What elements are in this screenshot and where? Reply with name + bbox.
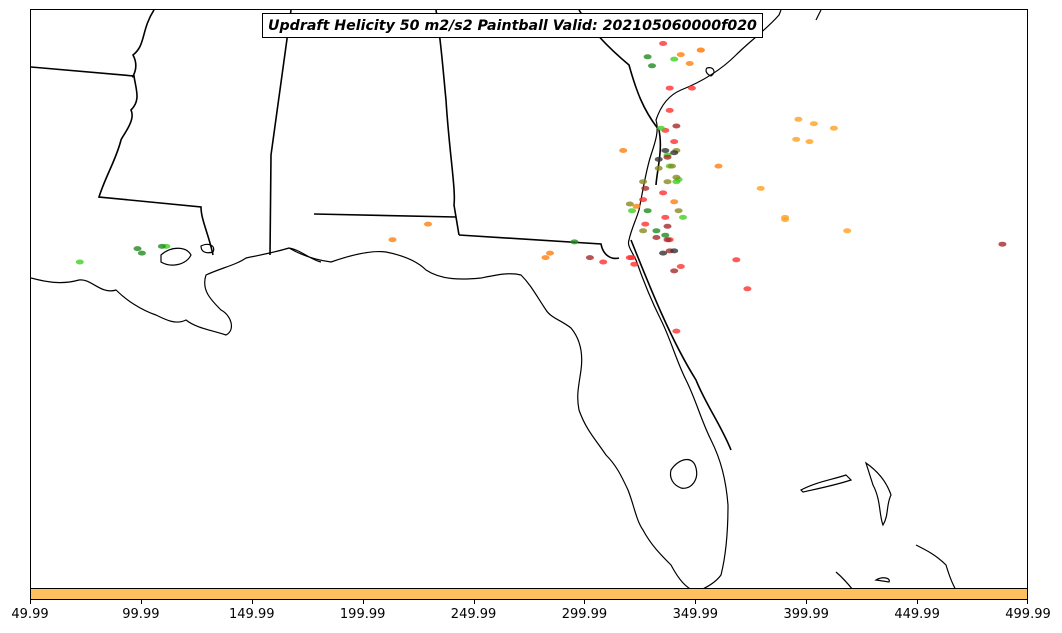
paintball-point: [663, 179, 672, 185]
paintball-point: [654, 156, 663, 162]
paintball-point: [679, 214, 687, 220]
paintball-point: [628, 255, 636, 261]
paintball-point: [157, 243, 166, 249]
paintball-point: [652, 235, 661, 240]
paintball-point: [585, 255, 594, 261]
coastline: [31, 10, 957, 593]
paintball-point: [687, 85, 696, 91]
paintball-point: [674, 208, 683, 214]
paintball-point: [661, 148, 670, 153]
paintball-point: [670, 248, 679, 254]
paintball-point: [843, 228, 852, 234]
paintball-point: [628, 208, 636, 214]
x-tick-label: 199.99: [339, 607, 386, 622]
paintball-point: [676, 264, 685, 269]
paintball-point: [661, 232, 670, 238]
paintball-point: [685, 61, 694, 66]
paintball-point: [670, 139, 679, 145]
paintball-point: [75, 259, 84, 265]
paintball-point: [652, 228, 661, 234]
paintball-point: [665, 85, 674, 91]
paintball-point: [599, 259, 608, 265]
x-tick-mark: [140, 600, 142, 604]
x-tick-mark: [584, 600, 586, 604]
paintball-point: [672, 179, 681, 185]
x-tick-mark: [30, 600, 31, 604]
chart-title: Updraft Helicity 50 m2/s2 Paintball Vali…: [262, 13, 763, 38]
x-tick-label: 399.99: [783, 607, 829, 622]
paintball-point: [809, 121, 818, 127]
x-tick-mark: [806, 600, 808, 604]
paintball-point: [732, 257, 741, 263]
paintball-point: [424, 221, 432, 227]
paintball-point: [632, 203, 641, 209]
paintball-point: [696, 47, 705, 53]
x-tick-mark: [473, 600, 475, 604]
paintball-point: [388, 237, 397, 243]
paintball-point: [656, 125, 665, 131]
state-borders: [31, 10, 732, 451]
paintball-point: [665, 107, 674, 113]
paintball-point: [672, 123, 681, 129]
paintball-point: [756, 185, 765, 191]
x-tick-label: 449.99: [894, 607, 940, 622]
paintball-point: [643, 54, 652, 60]
x-tick-label: 149.99: [229, 607, 275, 622]
paintball-point: [714, 163, 723, 169]
paintball-point: [619, 148, 628, 153]
x-tick-mark: [251, 600, 253, 604]
paintball-point: [546, 250, 554, 256]
paintball-point: [648, 63, 656, 69]
paintball-point: [541, 255, 550, 261]
paintball-point: [641, 221, 650, 227]
paintball-point: [670, 56, 679, 62]
paintball-layer: [75, 41, 1007, 334]
paintball-point: [133, 246, 142, 252]
x-tick-label: 99.99: [122, 607, 160, 622]
paintball-point: [792, 136, 801, 142]
map-canvas: [31, 10, 1007, 593]
paintball-point: [998, 241, 1007, 247]
paintball-point: [668, 163, 676, 169]
paintball-point: [663, 223, 672, 229]
paintball-point: [570, 239, 579, 245]
x-tick-mark: [362, 600, 364, 604]
paintball-point: [659, 41, 668, 46]
paintball-point: [672, 174, 681, 180]
x-tick-label: 349.99: [672, 607, 719, 622]
x-tick-mark: [917, 600, 919, 604]
paintball-point: [781, 217, 790, 223]
paintball-point: [641, 185, 650, 191]
x-tick-label: 49.99: [11, 607, 49, 622]
x-tick-label: 499.99: [1005, 607, 1051, 622]
paintball-point: [639, 197, 648, 203]
paintball-point: [137, 250, 146, 256]
paintball-point: [743, 286, 752, 292]
paintball-point: [625, 201, 634, 207]
paintball-point: [639, 179, 648, 185]
paintball-point: [639, 228, 648, 234]
paintball-point: [663, 154, 672, 160]
x-tick-mark: [1027, 600, 1028, 604]
paintball-point: [670, 268, 679, 274]
paintball-point: [654, 165, 663, 171]
paintball-point: [829, 125, 838, 131]
paintball-point: [794, 116, 803, 122]
paintball-point: [805, 139, 814, 145]
paintball-point: [663, 237, 672, 243]
map-plot-area: [30, 9, 1028, 600]
paintball-point: [672, 328, 681, 334]
paintball-point: [659, 250, 668, 256]
x-tick-label: 249.99: [450, 607, 497, 622]
paintball-point: [659, 190, 668, 196]
colorbar: [30, 588, 1028, 600]
paintball-point: [661, 214, 670, 220]
paintball-point: [670, 199, 679, 205]
paintball-point: [643, 208, 652, 214]
x-tick-mark: [695, 600, 697, 604]
paintball-point: [670, 150, 679, 156]
paintball-point: [676, 52, 685, 58]
paintball-point: [630, 261, 639, 267]
x-tick-label: 299.99: [561, 607, 608, 622]
